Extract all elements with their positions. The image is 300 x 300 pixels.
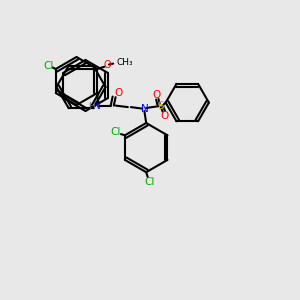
Text: Cl: Cl — [111, 127, 121, 137]
Text: N: N — [140, 103, 148, 114]
Text: Cl: Cl — [144, 177, 154, 188]
Text: Cl: Cl — [43, 61, 53, 71]
Text: O: O — [160, 111, 169, 121]
Text: H: H — [88, 102, 95, 111]
Text: O: O — [103, 59, 111, 70]
Text: S: S — [158, 100, 164, 111]
Text: CH₃: CH₃ — [116, 58, 133, 67]
Text: O: O — [115, 88, 123, 98]
Text: O: O — [153, 90, 161, 100]
Text: N: N — [93, 101, 101, 111]
